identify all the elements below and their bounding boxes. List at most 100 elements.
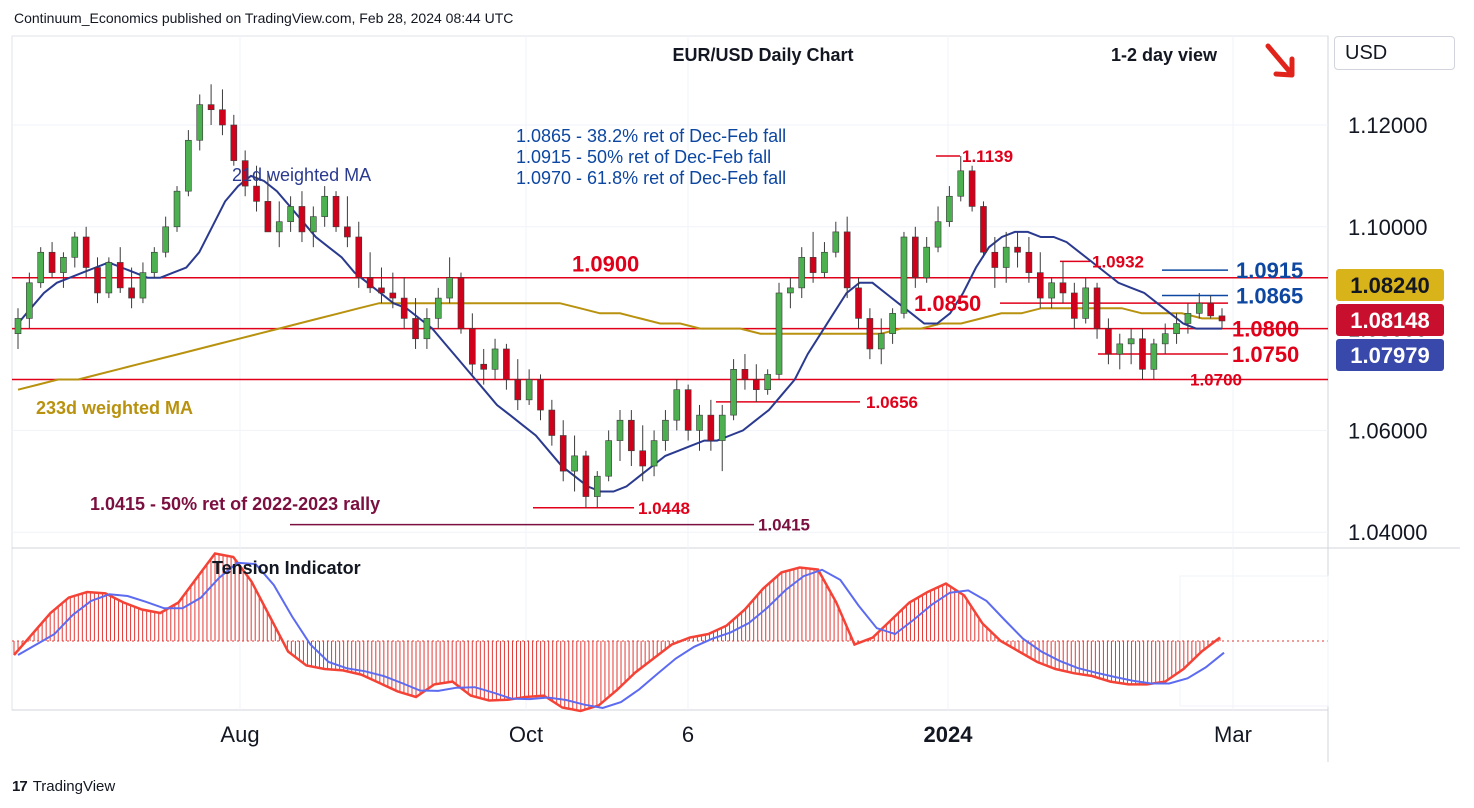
currency-selector[interactable]: USD <box>1334 36 1455 70</box>
candle-down <box>264 201 272 233</box>
candle-up <box>1161 333 1169 345</box>
candle-up <box>26 282 33 319</box>
chart-title: EUR/USD Daily Chart <box>672 45 853 65</box>
candle-up <box>1127 338 1135 345</box>
candle-down <box>843 231 851 289</box>
candle-down <box>548 409 556 436</box>
candle-up <box>446 277 453 299</box>
candle-down <box>207 104 215 111</box>
candle-down <box>1093 287 1101 329</box>
tradingview-brand[interactable]: 17 TradingView <box>12 778 115 795</box>
candle-up <box>173 190 181 228</box>
tradingview-logo-icon: 17 <box>12 778 28 795</box>
chart-subtitle: 1-2 day view <box>1111 45 1218 65</box>
candle-down <box>1059 282 1067 294</box>
candle-up <box>832 231 840 253</box>
candle-down <box>366 277 374 289</box>
candle-down <box>1218 315 1226 322</box>
candle-down <box>1014 246 1021 253</box>
candle-up <box>1082 287 1089 319</box>
candle-down <box>94 267 101 294</box>
fib-annotation-50: 1.0915 - 50% ret of Dec-Feb fall <box>516 147 771 167</box>
candle-down <box>128 287 135 299</box>
level-label-1.0448: 1.0448 <box>638 499 690 518</box>
candle-down <box>412 318 419 340</box>
candle-up <box>673 389 681 421</box>
candle-down <box>741 369 749 380</box>
x-tick-label: Oct <box>509 722 543 747</box>
candle-down <box>639 450 647 467</box>
level-label-1.0800: 1.0800 <box>1232 317 1299 342</box>
candle-up <box>287 206 294 223</box>
candle-down <box>514 379 522 401</box>
candle-down <box>582 455 590 497</box>
candle-up <box>923 246 930 279</box>
x-tick-label: Aug <box>220 722 259 747</box>
price-tag-label: 1.08148 <box>1350 308 1430 333</box>
candle-down <box>1036 272 1044 299</box>
candle-up <box>650 440 658 467</box>
candle-down <box>230 124 238 161</box>
candle-down <box>469 328 476 365</box>
candle-down <box>809 257 817 273</box>
level-label-1.0915: 1.0915 <box>1236 258 1303 283</box>
candle-down <box>1025 251 1033 273</box>
candle-up <box>71 236 79 258</box>
candles-layer <box>14 84 1226 508</box>
price-tag-box <box>1336 339 1444 371</box>
axes: 1.120001.100001.080001.060001.04000AugOc… <box>220 113 1427 747</box>
candle-down <box>378 287 385 294</box>
candle-up <box>151 251 158 273</box>
candle-up <box>616 419 624 441</box>
price-tag-label: 1.08240 <box>1350 273 1430 298</box>
candle-up <box>275 221 283 233</box>
candle-down <box>1071 292 1078 319</box>
candle-up <box>798 257 806 289</box>
x-tick-label: 2024 <box>924 722 974 747</box>
candle-up <box>946 195 953 223</box>
candle-up <box>764 374 771 390</box>
down-arrow-icon <box>1265 43 1293 75</box>
candle-down <box>991 251 999 268</box>
candle-down <box>628 419 635 452</box>
tension-slow-line <box>17 561 1225 710</box>
candle-up <box>718 414 726 441</box>
candle-down <box>355 236 363 278</box>
level-label-1.0415: 1.0415 <box>758 516 810 535</box>
candle-up <box>696 414 703 431</box>
candle-up <box>1150 343 1158 370</box>
chart-labels: 1.0900 1.0800 1.0700 1.0850 1.0750 1.0656 1.04… <box>36 43 1303 535</box>
candle-down <box>855 287 862 319</box>
candle-down <box>253 185 260 202</box>
candle-up <box>14 318 22 334</box>
ma233-label: 233d weighted MA <box>36 398 193 418</box>
candle-up <box>605 440 612 477</box>
candle-down <box>344 226 351 238</box>
candle-down <box>389 292 397 299</box>
ma233-layer <box>17 302 1222 391</box>
candle-up <box>730 369 737 416</box>
candle-up <box>139 272 147 299</box>
candle-down <box>298 206 306 233</box>
candle-up <box>593 475 601 497</box>
candle-down <box>82 236 90 268</box>
x-tick-label: Mar <box>1214 722 1252 747</box>
fib-annotation-618: 1.0970 - 61.8% ret of Dec-Feb fall <box>516 168 786 188</box>
level-label-1.0700: 1.0700 <box>1190 371 1242 390</box>
level-label-1.0932: 1.0932 <box>1092 252 1144 271</box>
ma233-line <box>17 302 1222 391</box>
candle-down <box>400 297 408 319</box>
candle-up <box>37 251 45 284</box>
candle-up <box>787 287 794 294</box>
candle-down <box>457 277 465 329</box>
ma21-label: 21d weighted MA <box>232 165 371 185</box>
candle-up <box>525 379 533 401</box>
candle-up <box>877 333 885 350</box>
price-tag-box <box>1336 269 1444 301</box>
candle-up <box>934 221 942 248</box>
candle-down <box>559 435 567 472</box>
candle-down <box>48 251 56 273</box>
candle-down <box>537 379 544 411</box>
candle-up <box>1002 246 1010 268</box>
